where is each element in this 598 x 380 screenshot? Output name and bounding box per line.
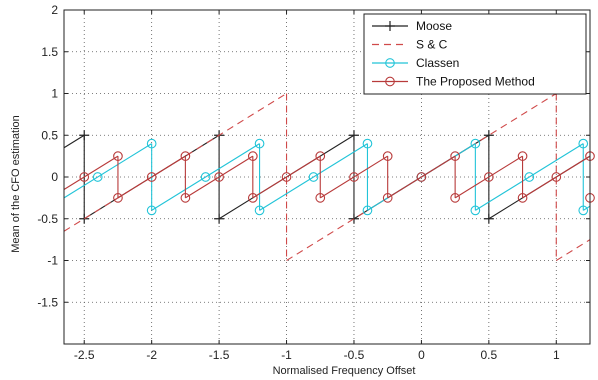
data-point	[450, 151, 460, 161]
legend: Moose S & C Classen The Proposed Method	[363, 13, 587, 95]
data-point	[308, 172, 319, 182]
data-point	[146, 172, 157, 182]
series-layer	[63, 93, 595, 261]
data-point	[470, 205, 481, 216]
legend-label: Moose	[416, 19, 452, 33]
legend-label: Classen	[416, 56, 459, 70]
data-point	[416, 172, 427, 182]
series-line	[63, 155, 591, 199]
data-point	[348, 130, 359, 141]
data-point	[315, 193, 326, 203]
data-point	[450, 193, 460, 203]
data-point	[362, 138, 373, 149]
data-point	[254, 205, 265, 216]
y-tick-label: -1.5	[37, 295, 58, 309]
data-point	[315, 151, 326, 161]
data-point	[362, 205, 373, 216]
legend-item: Moose	[372, 19, 452, 33]
data-point	[214, 213, 225, 224]
y-tick-label: 1	[51, 87, 58, 101]
legend-swatch-marker	[385, 58, 395, 68]
y-axis-label: Mean of the CFO estimation	[10, 115, 22, 253]
data-point	[180, 193, 191, 203]
x-axis-label: Normalised Frequency Offset	[273, 365, 416, 377]
data-point	[200, 172, 211, 182]
data-point	[79, 213, 90, 224]
x-tick-label: 1	[553, 348, 560, 362]
series-the-proposed-method	[63, 151, 595, 203]
data-point	[146, 205, 157, 216]
x-tick-label: -2.5	[74, 348, 95, 362]
legend-item: Classen	[372, 56, 459, 70]
legend-item: S & C	[372, 38, 448, 52]
x-tick-label: -0.5	[344, 348, 365, 362]
legend-item: The Proposed Method	[372, 75, 535, 89]
data-point	[349, 172, 359, 182]
data-point	[483, 213, 494, 224]
x-tick-label: 0.5	[481, 348, 498, 362]
data-point	[578, 205, 589, 216]
data-point	[382, 193, 393, 203]
data-point	[578, 138, 589, 149]
y-tick-label: 2	[51, 3, 58, 17]
y-tick-label: 0.5	[41, 128, 58, 142]
data-point	[483, 172, 494, 182]
legend-label: S & C	[416, 38, 448, 52]
data-point	[79, 130, 90, 141]
y-tick-label: -0.5	[37, 212, 58, 226]
data-point	[348, 213, 359, 224]
data-point	[247, 151, 258, 161]
data-point	[180, 151, 191, 161]
x-tick-label: 0	[418, 348, 425, 362]
legend-box	[363, 13, 587, 95]
data-point	[79, 172, 90, 182]
data-point	[281, 172, 292, 182]
data-point	[470, 138, 481, 149]
data-point	[524, 172, 535, 182]
axes: -2.5 -2 -1.5 -1 -0.5 0 0.5 1 -1.5 -1 -0.5 0 0.5 1 1.5 2	[37, 3, 591, 362]
y-tick-label: 1.5	[41, 45, 58, 59]
y-tick-label: -1	[47, 254, 58, 268]
x-tick-label: -1.5	[209, 348, 230, 362]
data-point	[113, 151, 123, 161]
data-point	[146, 138, 157, 149]
data-point	[551, 172, 562, 182]
data-point	[517, 193, 528, 203]
data-point	[254, 138, 265, 149]
data-point	[214, 172, 224, 182]
data-point	[483, 130, 494, 141]
data-point	[113, 193, 123, 203]
data-point	[247, 193, 258, 203]
y-tick-label: 0	[51, 170, 58, 184]
x-tick-label: -2	[146, 348, 157, 362]
legend-swatch-marker	[385, 76, 395, 87]
x-tick-label: -1	[281, 348, 292, 362]
legend-swatch-marker	[385, 21, 395, 31]
data-point	[382, 151, 393, 161]
data-point	[92, 172, 103, 182]
legend-label: The Proposed Method	[416, 75, 535, 89]
data-point	[517, 151, 528, 161]
